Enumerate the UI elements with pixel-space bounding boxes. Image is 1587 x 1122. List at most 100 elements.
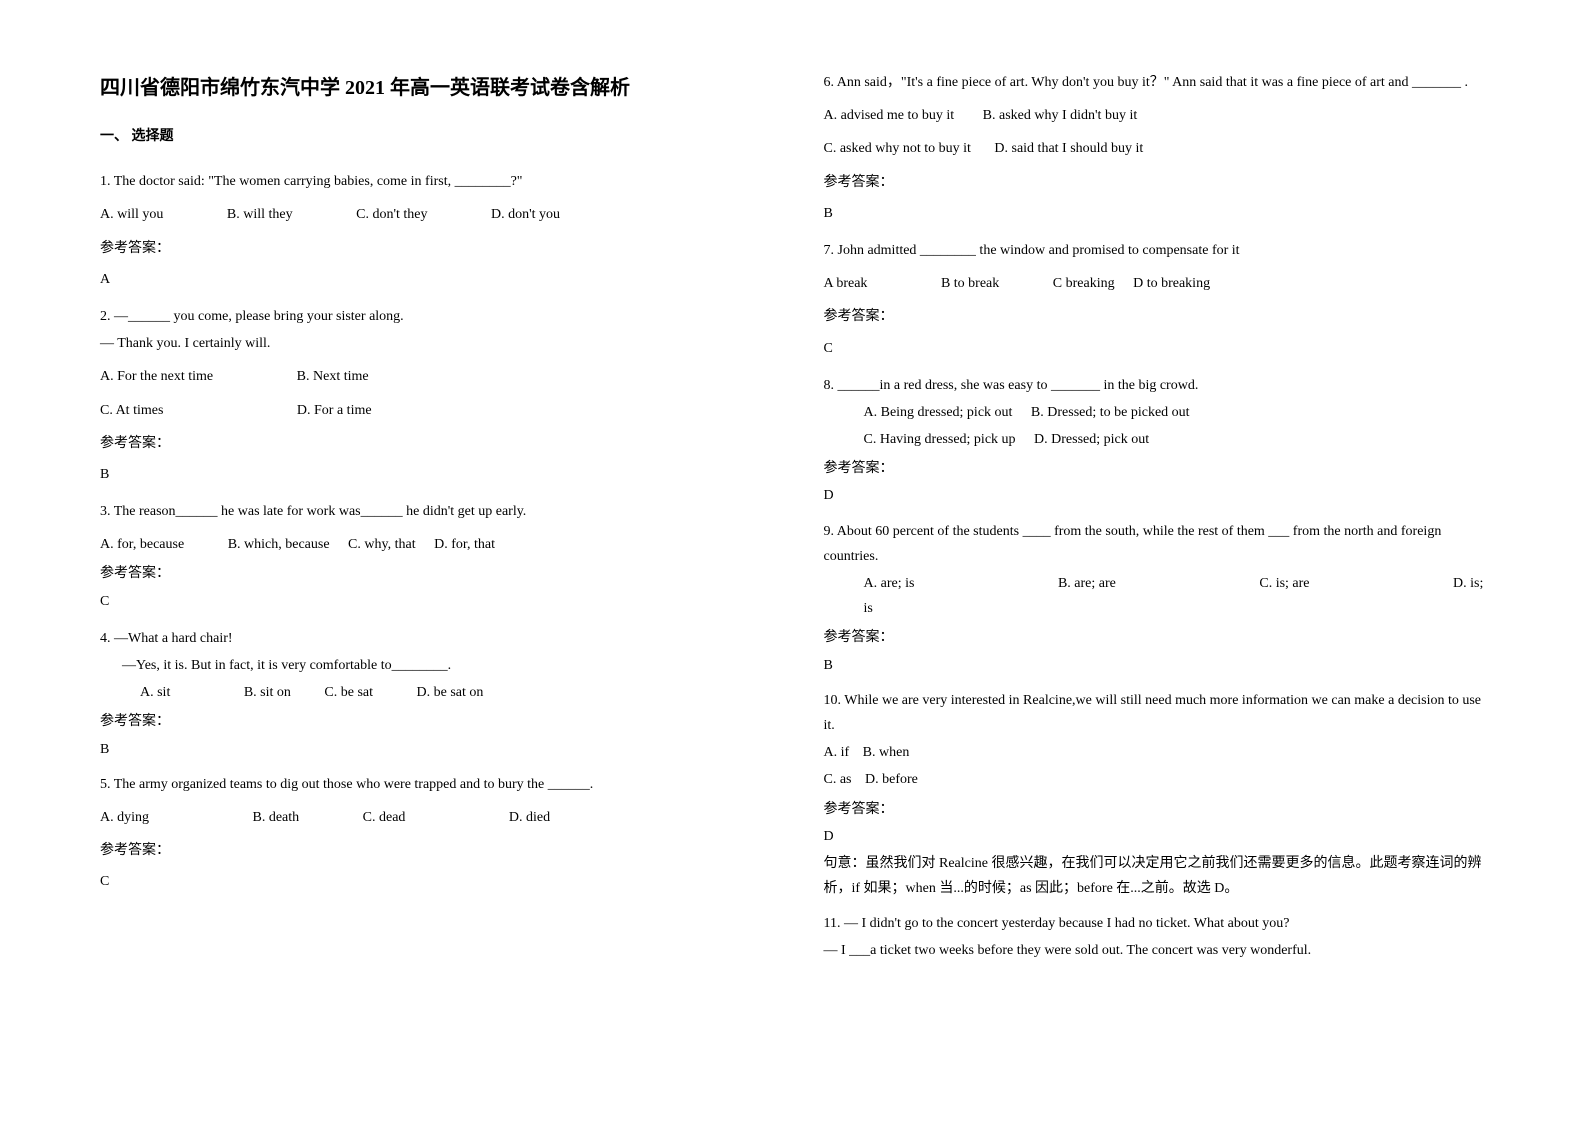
q4-opt-d: D. be sat on: [417, 685, 484, 700]
ans-label: 参考答案：: [100, 431, 764, 456]
ans-label: 参考答案：: [100, 561, 764, 586]
q8-options-2: C. Having dressed; pick up D. Dressed; p…: [824, 427, 1488, 452]
q8-opt-a: A. Being dressed; pick out: [864, 400, 1013, 425]
q8-opt-d: D. Dressed; pick out: [1034, 432, 1149, 447]
q3-opt-d: D. for, that: [434, 537, 495, 552]
q8-opt-b: B. Dressed; to be picked out: [1031, 405, 1190, 420]
question-9: 9. About 60 percent of the students ____…: [824, 519, 1488, 678]
q10-explain: 句意：虽然我们对 Realcine 很感兴趣，在我们可以决定用它之前我们还需要更…: [824, 851, 1488, 901]
q7-answer: C: [824, 336, 1488, 361]
q3-stem: 3. The reason______ he was late for work…: [100, 499, 764, 524]
q3-opt-a: A. for, because: [100, 532, 184, 557]
q9-opt-b: B. are; are: [1058, 571, 1116, 596]
q2-opt-c: C. At times: [100, 398, 163, 423]
q9-opt-c: C. is; are: [1259, 571, 1309, 596]
question-4: 4. —What a hard chair! —Yes, it is. But …: [100, 626, 764, 762]
q7-options: A break B to break C breaking D to break…: [824, 271, 1488, 296]
q10-options-2: C. as D. before: [824, 767, 1488, 792]
q4-opt-a: A. sit: [140, 680, 170, 705]
q1-opt-a: A. will you: [100, 202, 163, 227]
q1-opt-b: B. will they: [227, 202, 293, 227]
q3-options: A. for, because B. which, because C. why…: [100, 532, 764, 557]
q2-stem2: — Thank you. I certainly will.: [100, 331, 764, 356]
q10-opt-a: A. if: [824, 740, 850, 765]
ans-label: 参考答案：: [824, 625, 1488, 650]
q6-options-2: C. asked why not to buy it D. said that …: [824, 136, 1488, 161]
question-11: 11. — I didn't go to the concert yesterd…: [824, 911, 1488, 963]
ans-label: 参考答案：: [824, 170, 1488, 195]
question-2: 2. —______ you come, please bring your s…: [100, 304, 764, 487]
q2-opt-a: A. For the next time: [100, 364, 213, 389]
ans-label: 参考答案：: [100, 709, 764, 734]
q10-opt-b: B. when: [863, 745, 910, 760]
question-1: 1. The doctor said: "The women carrying …: [100, 169, 764, 292]
left-column: 四川省德阳市绵竹东汽中学 2021 年高一英语联考试卷含解析 一、 选择题 1.…: [100, 70, 764, 1122]
q5-opt-a: A. dying: [100, 805, 149, 830]
q5-opt-c: C. dead: [363, 805, 406, 830]
q9-options: A. are; is B. are; are C. is; are D. is;…: [824, 571, 1488, 621]
q6-opt-b: B. asked why I didn't buy it: [983, 108, 1138, 123]
q6-stem: 6. Ann said，"It's a fine piece of art. W…: [824, 70, 1488, 95]
q3-opt-c: C. why, that: [348, 532, 416, 557]
q2-stem: 2. —______ you come, please bring your s…: [100, 304, 764, 329]
q6-answer: B: [824, 201, 1488, 226]
q8-opt-c: C. Having dressed; pick up: [864, 427, 1016, 452]
ans-label: 参考答案：: [824, 456, 1488, 481]
q2-options-1: A. For the next time B. Next time: [100, 364, 764, 389]
q2-opt-d: D. For a time: [297, 403, 372, 418]
q1-answer: A: [100, 267, 764, 292]
q10-opt-c: C. as: [824, 767, 852, 792]
q7-opt-c: C breaking: [1053, 271, 1115, 296]
q5-options: A. dying B. death C. dead D. died: [100, 805, 764, 830]
q7-opt-a: A break: [824, 271, 868, 296]
q9-opt-a: A. are; is: [864, 571, 915, 596]
right-column: 6. Ann said，"It's a fine piece of art. W…: [824, 70, 1488, 1122]
question-3: 3. The reason______ he was late for work…: [100, 499, 764, 614]
q8-answer: D: [824, 483, 1488, 508]
q4-opt-c: C. be sat: [324, 680, 373, 705]
q7-opt-b: B to break: [941, 271, 999, 296]
q1-opt-c: C. don't they: [356, 202, 427, 227]
ans-label: 参考答案：: [100, 838, 764, 863]
q11-stem: 11. — I didn't go to the concert yesterd…: [824, 911, 1488, 936]
q4-opt-b: B. sit on: [244, 680, 291, 705]
q6-opt-a: A. advised me to buy it: [824, 103, 955, 128]
q2-answer: B: [100, 462, 764, 487]
q7-stem: 7. John admitted ________ the window and…: [824, 238, 1488, 263]
page-title: 四川省德阳市绵竹东汽中学 2021 年高一英语联考试卷含解析: [100, 70, 764, 106]
q9-answer: B: [824, 653, 1488, 678]
section-title: 一、 选择题: [100, 124, 764, 149]
question-8: 8. ______in a red dress, she was easy to…: [824, 373, 1488, 509]
q4-stem: 4. —What a hard chair!: [100, 626, 764, 651]
q10-options-1: A. if B. when: [824, 740, 1488, 765]
question-5: 5. The army organized teams to dig out t…: [100, 772, 764, 895]
question-7: 7. John admitted ________ the window and…: [824, 238, 1488, 361]
q6-options-1: A. advised me to buy it B. asked why I d…: [824, 103, 1488, 128]
q3-answer: C: [100, 589, 764, 614]
q1-stem: 1. The doctor said: "The women carrying …: [100, 169, 764, 194]
q4-answer: B: [100, 737, 764, 762]
q4-options: A. sit B. sit on C. be sat D. be sat on: [100, 680, 764, 705]
q10-stem: 10. While we are very interested in Real…: [824, 688, 1488, 738]
q2-options-2: C. At times D. For a time: [100, 398, 764, 423]
q5-opt-d: D. died: [509, 810, 550, 825]
question-6: 6. Ann said，"It's a fine piece of art. W…: [824, 70, 1488, 226]
q3-opt-b: B. which, because: [228, 532, 330, 557]
q9-opt-d: D. is; is: [864, 576, 1484, 616]
question-10: 10. While we are very interested in Real…: [824, 688, 1488, 902]
ans-label: 参考答案：: [824, 797, 1488, 822]
q5-opt-b: B. death: [253, 805, 300, 830]
q5-answer: C: [100, 869, 764, 894]
q11-stem2: — I ___a ticket two weeks before they we…: [824, 938, 1488, 963]
q10-answer: D: [824, 824, 1488, 849]
q1-opt-d: D. don't you: [491, 207, 560, 222]
q4-stem2: —Yes, it is. But in fact, it is very com…: [100, 653, 764, 678]
q6-opt-c: C. asked why not to buy it: [824, 136, 971, 161]
q1-options: A. will you B. will they C. don't they D…: [100, 202, 764, 227]
q8-stem: 8. ______in a red dress, she was easy to…: [824, 373, 1488, 398]
ans-label: 参考答案：: [100, 236, 764, 261]
q6-opt-d: D. said that I should buy it: [994, 141, 1143, 156]
q7-opt-d: D to breaking: [1133, 276, 1210, 291]
q2-opt-b: B. Next time: [297, 369, 369, 384]
ans-label: 参考答案：: [824, 304, 1488, 329]
